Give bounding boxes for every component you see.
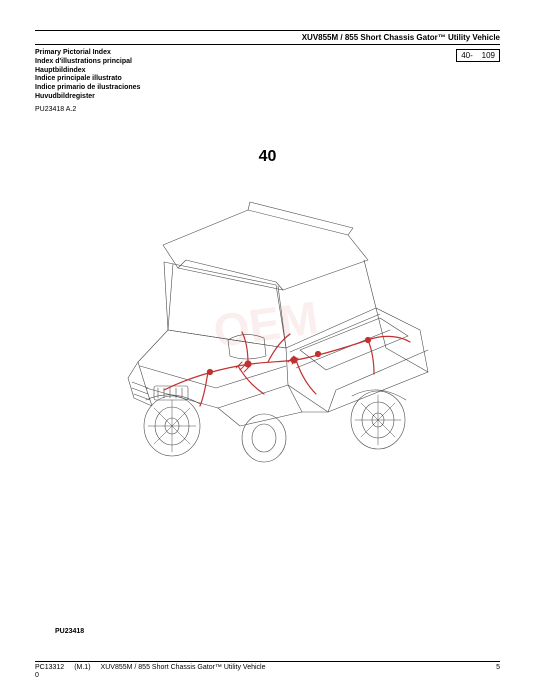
footer-page-number: 5 bbox=[496, 664, 500, 671]
index-title-sv: Huvudbildregister bbox=[35, 93, 140, 102]
footer-doc-number: PC13312 bbox=[35, 664, 64, 671]
index-title-en: Primary Pictorial Index bbox=[35, 49, 140, 58]
vehicle-illustration: OEM bbox=[68, 190, 468, 490]
index-titles: Primary Pictorial Index Index d'illustra… bbox=[35, 49, 140, 102]
footer-revision: (M.1) bbox=[74, 664, 90, 671]
header-rule bbox=[35, 44, 500, 45]
figure-code-bottom: PU23418 bbox=[55, 628, 84, 635]
page-ref-box: 40- 109 bbox=[456, 49, 500, 62]
footer-sub: 0 bbox=[35, 672, 500, 679]
header-product-line: XUV855M / 855 Short Chassis Gator™ Utili… bbox=[302, 33, 500, 42]
top-rule bbox=[35, 30, 500, 31]
index-title-fr: Index d'illustrations principal bbox=[35, 58, 140, 67]
page-container: XUV855M / 855 Short Chassis Gator™ Utili… bbox=[0, 0, 535, 697]
figure-code-top: PU23418 A.2 bbox=[35, 106, 500, 113]
page-ref-page: 109 bbox=[482, 51, 495, 60]
footer-row: PC13312 (M.1) XUV855M / 855 Short Chassi… bbox=[35, 664, 500, 671]
footer-product-line: XUV855M / 855 Short Chassis Gator™ Utili… bbox=[101, 664, 266, 671]
callout-number: 40 bbox=[259, 148, 277, 166]
index-title-it: Indice principale illustrato bbox=[35, 75, 140, 84]
page-ref-section: 40- bbox=[461, 51, 473, 60]
footer: PC13312 (M.1) XUV855M / 855 Short Chassi… bbox=[35, 661, 500, 679]
index-title-es: Indice primario de ilustraciones bbox=[35, 84, 140, 93]
footer-left: PC13312 (M.1) XUV855M / 855 Short Chassi… bbox=[35, 664, 266, 671]
index-title-de: Hauptbildindex bbox=[35, 67, 140, 76]
watermark-text: OEM bbox=[210, 291, 321, 357]
header-row: XUV855M / 855 Short Chassis Gator™ Utili… bbox=[35, 33, 500, 42]
index-block: Primary Pictorial Index Index d'illustra… bbox=[35, 49, 500, 102]
footer-rule bbox=[35, 661, 500, 662]
